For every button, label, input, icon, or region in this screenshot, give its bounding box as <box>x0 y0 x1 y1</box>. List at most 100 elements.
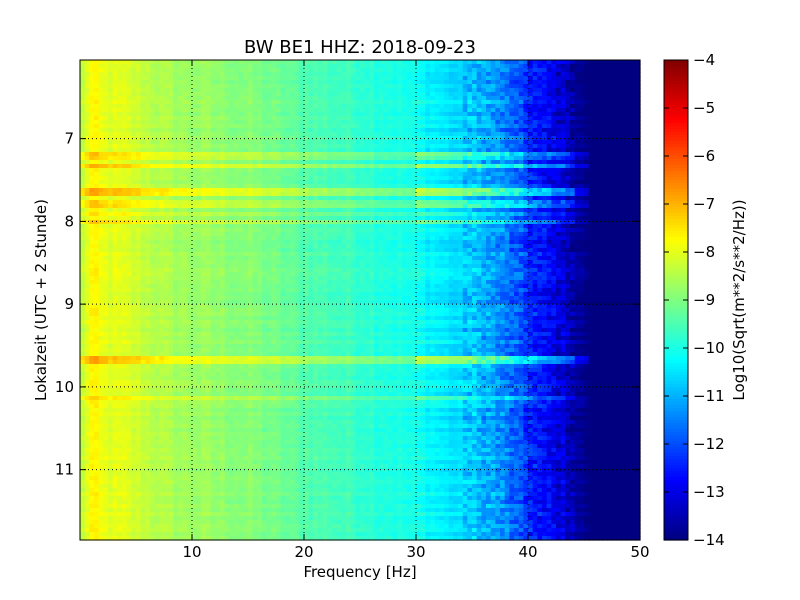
heatmap-cell <box>392 208 398 213</box>
heatmap-cell <box>290 112 296 117</box>
heatmap-cell <box>579 172 585 177</box>
heatmap-cell <box>182 156 188 161</box>
heatmap-cell <box>262 200 268 205</box>
heatmap-cell <box>192 184 198 189</box>
heatmap-cell <box>173 88 179 93</box>
heatmap-cell <box>248 168 254 173</box>
heatmap-cell <box>467 184 473 189</box>
heatmap-cell <box>565 180 571 185</box>
heatmap-cell <box>103 76 109 81</box>
heatmap-cell <box>346 220 352 225</box>
heatmap-cell <box>252 120 258 125</box>
heatmap-cell <box>439 136 445 141</box>
heatmap-cell <box>537 196 543 201</box>
heatmap-cell <box>290 132 296 137</box>
heatmap-cell <box>136 224 142 229</box>
heatmap-cell <box>626 212 632 217</box>
heatmap-cell <box>630 156 636 161</box>
heatmap-cell <box>126 152 132 157</box>
heatmap-cell <box>140 152 146 157</box>
heatmap-cell <box>406 180 412 185</box>
heatmap-cell <box>364 120 370 125</box>
heatmap-cell <box>509 180 515 185</box>
heatmap-cell <box>439 124 445 129</box>
heatmap-cell <box>215 208 221 213</box>
heatmap-cell <box>313 100 319 105</box>
heatmap-cell <box>374 84 380 89</box>
heatmap-cell <box>187 160 193 165</box>
heatmap-cell <box>495 168 501 173</box>
heatmap-cell <box>378 60 384 65</box>
heatmap-cell <box>150 224 156 229</box>
heatmap-cell <box>140 180 146 185</box>
heatmap-cell <box>290 208 296 213</box>
heatmap-cell <box>336 96 342 101</box>
heatmap-cell <box>224 92 230 97</box>
heatmap-cell <box>98 176 104 181</box>
heatmap-cell <box>290 192 296 197</box>
heatmap-cell <box>122 80 128 85</box>
heatmap-cell <box>364 172 370 177</box>
heatmap-cell <box>122 200 128 205</box>
heatmap-cell <box>607 124 613 129</box>
heatmap-cell <box>612 212 618 217</box>
heatmap-cell <box>117 188 123 193</box>
heatmap-cell <box>117 152 123 157</box>
heatmap-cell <box>626 164 632 169</box>
heatmap-cell <box>374 104 380 109</box>
heatmap-cell <box>196 84 202 89</box>
heatmap-cell <box>514 92 520 97</box>
heatmap-cell <box>402 68 408 73</box>
heatmap-cell <box>439 64 445 69</box>
heatmap-cell <box>420 128 426 133</box>
heatmap-cell <box>434 92 440 97</box>
heatmap-cell <box>280 184 286 189</box>
heatmap-cell <box>313 92 319 97</box>
heatmap-cell <box>234 120 240 125</box>
heatmap-cell <box>248 172 254 177</box>
heatmap-cell <box>140 84 146 89</box>
heatmap-cell <box>602 180 608 185</box>
heatmap-cell <box>374 100 380 105</box>
heatmap-cell <box>192 116 198 121</box>
heatmap-cell <box>98 192 104 197</box>
heatmap-cell <box>89 68 95 73</box>
heatmap-cell <box>490 148 496 153</box>
heatmap-cell <box>159 128 165 133</box>
heatmap-cell <box>602 204 608 209</box>
heatmap-cell <box>560 176 566 181</box>
heatmap-cell <box>234 192 240 197</box>
heatmap-cell <box>112 208 118 213</box>
heatmap-cell <box>131 92 137 97</box>
heatmap-cell <box>220 72 226 77</box>
heatmap-cell <box>486 140 492 145</box>
heatmap-cell <box>598 72 604 77</box>
heatmap-cell <box>234 212 240 217</box>
heatmap-cell <box>448 168 454 173</box>
heatmap-cell <box>89 100 95 105</box>
heatmap-cell <box>383 168 389 173</box>
heatmap-cell <box>103 64 109 69</box>
heatmap-cell <box>444 200 450 205</box>
heatmap-cell <box>453 164 459 169</box>
heatmap-cell <box>383 212 389 217</box>
heatmap-cell <box>406 148 412 153</box>
heatmap-cell <box>546 180 552 185</box>
heatmap-cell <box>537 96 543 101</box>
heatmap-cell <box>206 104 212 109</box>
heatmap-cell <box>117 96 123 101</box>
heatmap-cell <box>299 200 305 205</box>
heatmap-cell <box>229 208 235 213</box>
heatmap-cell <box>122 120 128 125</box>
heatmap-cell <box>374 188 380 193</box>
heatmap-cell <box>196 220 202 225</box>
heatmap-cell <box>196 184 202 189</box>
heatmap-cell <box>252 96 258 101</box>
heatmap-cell <box>570 148 576 153</box>
heatmap-cell <box>238 172 244 177</box>
heatmap-cell <box>173 92 179 97</box>
heatmap-cell <box>178 164 184 169</box>
heatmap-cell <box>528 112 534 117</box>
heatmap-cell <box>402 80 408 85</box>
heatmap-cell <box>616 216 622 221</box>
